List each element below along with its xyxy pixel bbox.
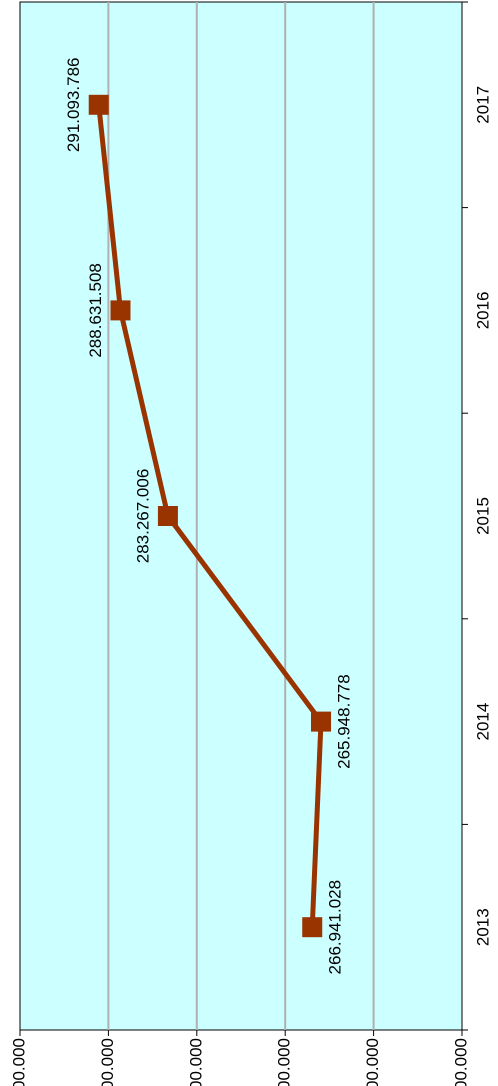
y-tick-label: 270.000.000	[275, 1038, 294, 1086]
x-tick-label: 2014	[473, 703, 492, 741]
data-point	[302, 917, 323, 938]
x-tick-label: 2015	[473, 497, 492, 535]
x-tick-label: 2017	[473, 86, 492, 124]
data-point	[311, 711, 332, 732]
plot-area	[19, 1, 463, 1031]
y-tick-label: 260.000.000	[363, 1038, 382, 1086]
data-point	[110, 300, 131, 321]
data-label: 266.941.028	[326, 880, 345, 975]
y-tick-label: 290.000.000	[98, 1038, 117, 1086]
x-tick-label: 2013	[473, 908, 492, 946]
y-tick-label: 280.000.000	[186, 1038, 205, 1086]
data-point	[88, 94, 109, 115]
data-label: 283.267.006	[133, 469, 152, 564]
y-tick-label: 250.000.000	[451, 1038, 470, 1086]
x-tick-label: 2016	[473, 291, 492, 329]
data-label: 288.631.508	[86, 263, 105, 358]
y-tick-label: 300.000.000	[9, 1038, 28, 1086]
data-label: 291.093.786	[64, 58, 83, 153]
data-label: 265.948.778	[334, 674, 353, 769]
data-point	[157, 506, 178, 526]
